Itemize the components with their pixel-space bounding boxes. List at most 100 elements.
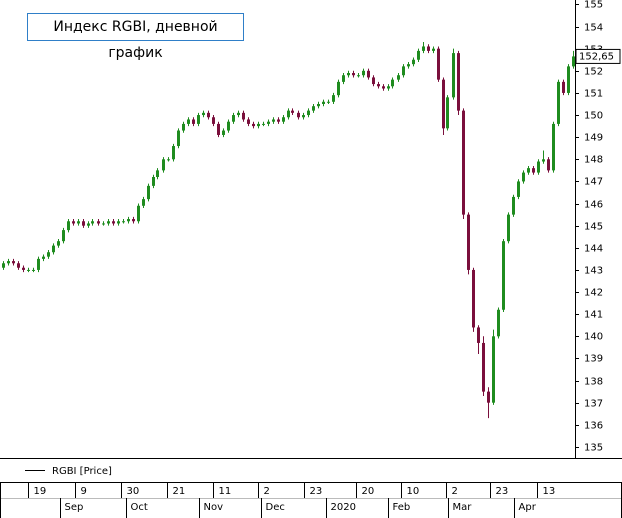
candle-body bbox=[507, 214, 510, 242]
candle-body bbox=[391, 79, 394, 87]
candle-body bbox=[232, 115, 235, 122]
x-tick-label: 19 bbox=[34, 486, 47, 497]
x-tick-label: 23 bbox=[310, 486, 323, 497]
x-month-label: Feb bbox=[393, 502, 411, 513]
candle-body bbox=[552, 123, 555, 171]
candle-body bbox=[547, 159, 550, 171]
candle-body bbox=[67, 221, 70, 231]
last-value-label: 152,65 bbox=[579, 51, 614, 62]
x-tick-label: 2 bbox=[452, 486, 458, 497]
y-tick-label: 154 bbox=[584, 23, 603, 34]
y-tick-label: 137 bbox=[584, 399, 603, 410]
candle-body bbox=[242, 112, 245, 120]
candle-body bbox=[207, 112, 210, 118]
x-month-label: Nov bbox=[204, 502, 224, 513]
candle-body bbox=[156, 170, 159, 178]
candle-body bbox=[272, 119, 275, 122]
candle-body bbox=[487, 391, 490, 403]
candle-body bbox=[267, 121, 270, 124]
candle-body bbox=[407, 64, 410, 67]
x-tick-label: 30 bbox=[127, 486, 140, 497]
candle-body bbox=[167, 159, 170, 161]
candle-body bbox=[12, 261, 15, 264]
candle-body bbox=[22, 267, 25, 270]
candle-body bbox=[187, 119, 190, 124]
candle-body bbox=[77, 221, 80, 224]
candle-body bbox=[417, 50, 420, 60]
candle-body bbox=[212, 117, 215, 124]
candle-body bbox=[497, 309, 500, 337]
x-tick-label: 23 bbox=[496, 486, 509, 497]
x-tick-label: 13 bbox=[543, 486, 556, 497]
candle-body bbox=[282, 117, 285, 122]
candle-body bbox=[37, 258, 40, 270]
candle-body bbox=[52, 245, 55, 253]
y-tick-label: 144 bbox=[584, 244, 603, 255]
x-month-label: Dec bbox=[266, 502, 285, 513]
candle-body bbox=[122, 221, 125, 223]
candle-body bbox=[482, 342, 485, 392]
y-tick-label: 136 bbox=[584, 421, 603, 432]
candle-body bbox=[102, 223, 105, 225]
y-tick-label: 140 bbox=[584, 332, 603, 343]
candle-body bbox=[472, 269, 475, 328]
candle-body bbox=[382, 86, 385, 89]
y-tick-label: 145 bbox=[584, 222, 603, 233]
y-tick-label: 150 bbox=[584, 111, 603, 122]
candle-body bbox=[367, 70, 370, 78]
candle-body bbox=[222, 130, 225, 135]
candle-body bbox=[322, 101, 325, 104]
candle-body bbox=[262, 123, 265, 125]
candle-body bbox=[287, 110, 290, 118]
candle-body bbox=[162, 159, 165, 171]
candle-body bbox=[332, 95, 335, 102]
candle-body bbox=[446, 97, 449, 129]
x-month-label: Mar bbox=[453, 502, 473, 513]
x-tick-label: 21 bbox=[173, 486, 186, 497]
candle-body bbox=[357, 75, 360, 77]
y-tick-label: 146 bbox=[584, 200, 603, 211]
candle-body bbox=[202, 112, 205, 116]
x-month-label: Oct bbox=[131, 502, 148, 513]
candle-body bbox=[137, 205, 140, 222]
candle-body bbox=[362, 70, 365, 76]
candle-body bbox=[302, 115, 305, 118]
y-tick-label: 151 bbox=[584, 89, 603, 100]
candle-body bbox=[107, 221, 110, 224]
candle-body bbox=[152, 177, 155, 186]
candle-body bbox=[17, 263, 20, 268]
candle-body bbox=[87, 223, 90, 226]
candle-body bbox=[82, 221, 85, 226]
candle-body bbox=[532, 168, 535, 173]
x-month-label: Sep bbox=[65, 502, 84, 513]
candle-body bbox=[297, 112, 300, 118]
y-tick-label: 135 bbox=[584, 443, 603, 454]
candle-body bbox=[247, 119, 250, 124]
candle-body bbox=[502, 241, 505, 310]
y-tick-label: 148 bbox=[584, 155, 603, 166]
candle-body bbox=[42, 256, 45, 259]
x-month-label: Apr bbox=[519, 502, 537, 513]
candle-body bbox=[97, 221, 100, 224]
last-value-box bbox=[575, 48, 621, 64]
candle-body bbox=[227, 121, 230, 131]
candle-body bbox=[337, 81, 340, 96]
candle-body bbox=[132, 219, 135, 222]
candle-body bbox=[462, 110, 465, 215]
candle-body bbox=[257, 123, 260, 127]
candle-body bbox=[177, 130, 180, 147]
candle-body bbox=[277, 119, 280, 122]
candle-body bbox=[147, 185, 150, 200]
candle-body bbox=[437, 48, 440, 80]
candle-body bbox=[47, 252, 50, 257]
x-tick-label: 20 bbox=[362, 486, 375, 497]
candle-body bbox=[542, 159, 545, 162]
candle-body bbox=[72, 221, 75, 224]
candle-body bbox=[112, 221, 115, 224]
candle-body bbox=[327, 101, 330, 103]
candle-body bbox=[91, 221, 94, 224]
candle-body bbox=[427, 46, 430, 51]
candle-body bbox=[32, 269, 35, 271]
